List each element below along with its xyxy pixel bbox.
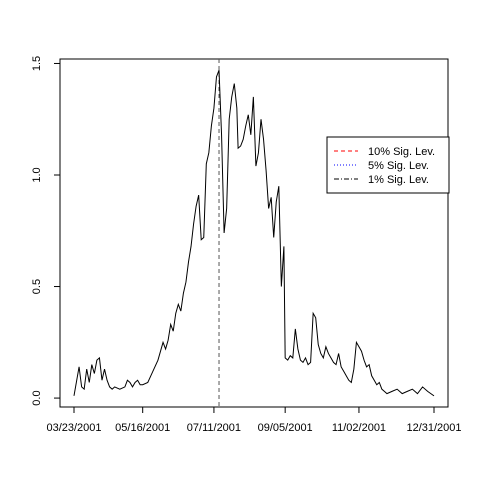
x-tick-label: 11/02/2001 — [332, 422, 386, 434]
plot-frame — [59, 58, 449, 408]
y-tick-label: 0.5 — [31, 279, 43, 294]
y-tick-label: 0.0 — [31, 390, 43, 405]
x-axis: 03/23/2001 05/16/2001 07/11/2001 09/05/2001… — [46, 407, 462, 434]
x-tick-label: 09/05/2001 — [258, 422, 313, 434]
x-tick-label: 07/11/2001 — [187, 422, 241, 434]
legend-box — [326, 136, 450, 194]
y-tick-label: 1.5 — [31, 56, 43, 71]
y-tick-label: 1.0 — [31, 167, 43, 182]
legend-label: 10% Sig. Lev. — [368, 146, 435, 158]
legend-label: 1% Sig. Lev. — [368, 174, 429, 186]
series-line — [73, 69, 435, 397]
y-axis: 0.0 0.5 1.0 1.5 — [31, 56, 60, 406]
x-tick-label: 05/16/2001 — [115, 422, 170, 434]
legend-label: 5% Sig. Lev. — [368, 160, 429, 172]
legend: 10% Sig. Lev. 5% Sig. Lev. 1% Sig. Lev. — [326, 136, 450, 194]
x-tick-label: 12/31/2001 — [406, 422, 461, 434]
x-tick-label: 03/23/2001 — [46, 422, 101, 434]
